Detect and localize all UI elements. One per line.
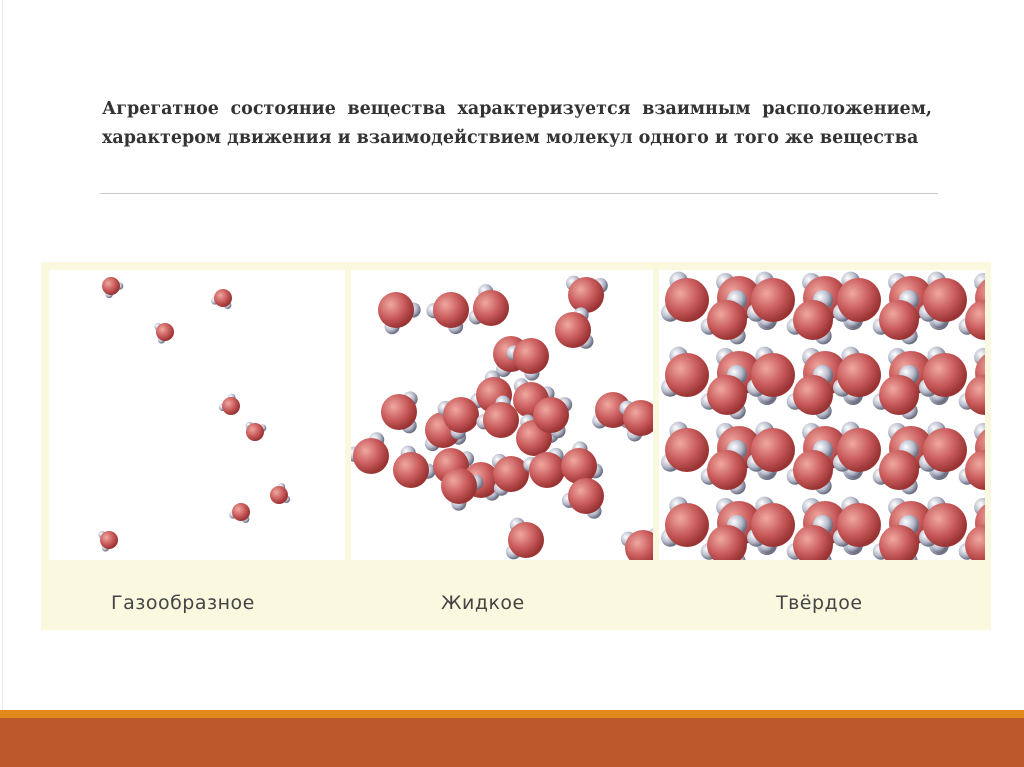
oxygen-atom [555, 312, 591, 348]
footer-band [0, 718, 1024, 767]
title-divider [100, 193, 938, 194]
oxygen-atom [707, 375, 747, 415]
oxygen-atom [508, 522, 544, 558]
oxygen-atom [270, 486, 288, 504]
oxygen-atom [707, 450, 747, 490]
slide-title: Агрегатное состояние вещества характериз… [102, 99, 932, 148]
oxygen-atom [353, 438, 389, 474]
oxygen-atom [378, 292, 414, 328]
oxygen-atom [707, 525, 747, 560]
oxygen-atom [751, 278, 795, 322]
oxygen-atom [595, 392, 631, 428]
oxygen-atom [837, 428, 881, 472]
oxygen-atom [793, 450, 833, 490]
oxygen-atom [879, 525, 919, 560]
oxygen-atom [751, 503, 795, 547]
oxygen-atom [625, 530, 653, 560]
oxygen-atom [879, 375, 919, 415]
oxygen-atom [568, 277, 604, 313]
oxygen-atom [793, 375, 833, 415]
oxygen-atom [568, 478, 604, 514]
oxygen-atom [665, 503, 709, 547]
states-of-matter-figure: Газообразное Жидкое Твёрдое [41, 262, 991, 630]
oxygen-atom [222, 397, 240, 415]
accent-band [0, 710, 1024, 718]
oxygen-atom [393, 452, 429, 488]
oxygen-atom [232, 503, 250, 521]
oxygen-atom [665, 428, 709, 472]
oxygen-atom [433, 292, 469, 328]
oxygen-atom [381, 394, 417, 430]
oxygen-atom [533, 397, 569, 433]
solid-panel [659, 270, 985, 560]
oxygen-atom [156, 323, 174, 341]
oxygen-atom [879, 300, 919, 340]
gas-panel [49, 270, 345, 560]
oxygen-atom [965, 525, 985, 560]
oxygen-atom [837, 278, 881, 322]
oxygen-atom [100, 531, 118, 549]
oxygen-atom [793, 525, 833, 560]
oxygen-atom [965, 450, 985, 490]
oxygen-atom [214, 289, 232, 307]
liquid-panel [351, 270, 653, 560]
oxygen-atom [665, 353, 709, 397]
oxygen-atom [751, 353, 795, 397]
oxygen-atom [561, 448, 597, 484]
oxygen-atom [923, 428, 967, 472]
oxygen-atom [707, 300, 747, 340]
oxygen-atom [493, 456, 529, 492]
oxygen-atom [923, 278, 967, 322]
oxygen-atom [837, 353, 881, 397]
oxygen-atom [529, 452, 565, 488]
oxygen-atom [443, 397, 479, 433]
gas-label: Газообразное [111, 592, 255, 614]
oxygen-atom [879, 450, 919, 490]
oxygen-atom [102, 277, 120, 295]
oxygen-atom [793, 300, 833, 340]
oxygen-atom [483, 402, 519, 438]
oxygen-atom [441, 468, 477, 504]
oxygen-atom [623, 400, 653, 436]
oxygen-atom [965, 375, 985, 415]
oxygen-atom [923, 353, 967, 397]
oxygen-atom [246, 423, 264, 441]
oxygen-atom [473, 290, 509, 326]
oxygen-atom [965, 300, 985, 340]
oxygen-atom [751, 428, 795, 472]
oxygen-atom [837, 503, 881, 547]
liquid-label: Жидкое [441, 592, 525, 614]
solid-label: Твёрдое [776, 592, 863, 614]
slide-border [2, 0, 3, 710]
oxygen-atom [513, 338, 549, 374]
oxygen-atom [665, 278, 709, 322]
oxygen-atom [923, 503, 967, 547]
